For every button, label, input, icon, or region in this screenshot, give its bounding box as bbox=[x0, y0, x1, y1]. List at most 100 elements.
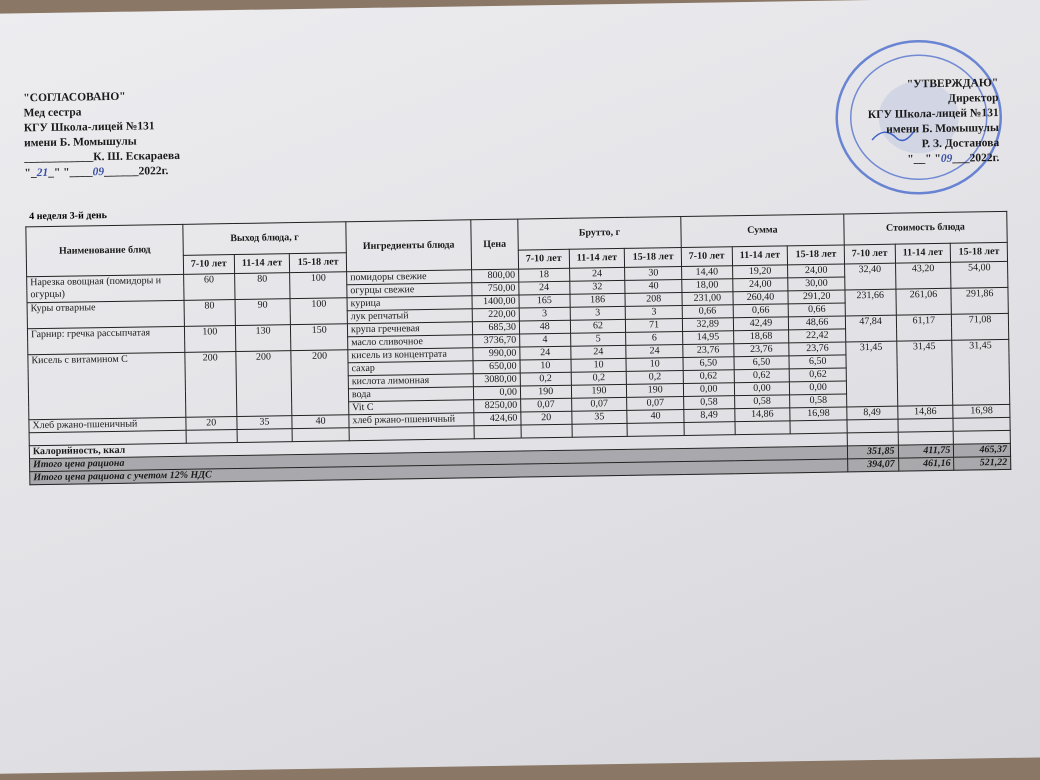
total-value: 394,07 bbox=[847, 458, 899, 472]
header-age: 7-10 лет bbox=[183, 254, 235, 275]
sum-value: 260,40 bbox=[732, 290, 789, 305]
agreed-signer: К. Ш. Ескараева bbox=[93, 149, 181, 164]
header-age: 15-18 лет bbox=[289, 252, 347, 273]
sum-value: 42,49 bbox=[732, 316, 789, 331]
header-sum: Сумма bbox=[680, 213, 845, 248]
sum-value: 0,58 bbox=[789, 393, 847, 408]
dish-output: 40 bbox=[292, 414, 350, 429]
approved-month: 09 bbox=[940, 152, 953, 165]
dish-output: 200 bbox=[235, 350, 293, 417]
dish-output: 90 bbox=[234, 298, 291, 326]
sum-value: 0,62 bbox=[683, 369, 734, 384]
dish-cost: 43,20 bbox=[895, 262, 952, 290]
dish-cost: 231,66 bbox=[844, 289, 896, 316]
dish-cost: 261,06 bbox=[895, 288, 952, 316]
brutto-value: 40 bbox=[625, 279, 682, 294]
dish-name: Кисель с витамином С bbox=[27, 352, 186, 420]
dish-cost: 31,45 bbox=[896, 340, 954, 407]
dish-cost: 61,17 bbox=[895, 314, 953, 342]
brutto-value: 40 bbox=[627, 409, 684, 424]
approval-block-right: "УТВЕРЖДАЮ" Директор КГУ Школа-лицей №13… bbox=[858, 76, 1000, 168]
brutto-value: 48 bbox=[519, 320, 571, 335]
week-day-label: 4 неделя 3-й день bbox=[29, 210, 108, 223]
total-value bbox=[953, 430, 1011, 445]
header-age: 15-18 лет bbox=[787, 244, 845, 265]
ingredient-price: 685,30 bbox=[472, 321, 520, 335]
dish-cost: 14,86 bbox=[897, 405, 954, 420]
approved-date: "__" "09___2022г. bbox=[907, 152, 1000, 166]
dish-output: 130 bbox=[235, 324, 292, 352]
header-age: 7-10 лет bbox=[681, 246, 733, 267]
header-price: Цена bbox=[470, 219, 519, 270]
ingredient-price: 0,00 bbox=[473, 386, 521, 400]
brutto-value: 208 bbox=[625, 292, 683, 307]
header-age: 11-14 лет bbox=[568, 248, 625, 269]
header-output: Выход блюда, г bbox=[182, 221, 347, 256]
menu-document: "СОГЛАСОВАНО" Мед сестра КГУ Школа-лицей… bbox=[23, 40, 1013, 485]
brutto-value: 0,2 bbox=[626, 370, 684, 385]
total-value: 351,85 bbox=[847, 445, 899, 459]
sum-value: 23,76 bbox=[682, 343, 734, 358]
sum-value: 14,86 bbox=[734, 407, 791, 422]
dish-output: 100 bbox=[290, 297, 348, 325]
sum-value: 19,20 bbox=[732, 264, 789, 279]
dish-output: 35 bbox=[236, 415, 293, 430]
brutto-value: 0,07 bbox=[627, 396, 684, 411]
ingredient-price: 8250,00 bbox=[473, 399, 521, 413]
sum-value: 0,62 bbox=[789, 367, 847, 382]
brutto-value: 24 bbox=[570, 345, 627, 360]
sum-value: 6,50 bbox=[733, 355, 790, 370]
total-value: 521,22 bbox=[953, 456, 1011, 471]
header-age: 7-10 лет bbox=[518, 249, 570, 270]
blank-cell bbox=[520, 424, 572, 439]
brutto-value: 3 bbox=[569, 306, 626, 321]
header-age: 11-14 лет bbox=[233, 253, 291, 274]
dish-output: 20 bbox=[185, 416, 237, 431]
sum-value: 0,58 bbox=[734, 394, 791, 409]
brutto-value: 62 bbox=[569, 319, 627, 334]
blank-cell bbox=[734, 420, 791, 435]
sum-value: 14,40 bbox=[681, 265, 733, 280]
brutto-value: 4 bbox=[519, 333, 571, 348]
brutto-value: 71 bbox=[625, 318, 683, 333]
menu-table: Наименование блюд Выход блюда, г Ингреди… bbox=[25, 211, 1011, 485]
brutto-value: 190 bbox=[570, 384, 628, 399]
agreed-year: 2022г. bbox=[138, 165, 169, 178]
ingredient-price: 800,00 bbox=[471, 269, 519, 283]
sum-value: 32,89 bbox=[682, 317, 734, 332]
dish-cost: 32,40 bbox=[844, 263, 896, 290]
blank-cell bbox=[790, 419, 848, 434]
brutto-value: 24 bbox=[569, 267, 626, 282]
brutto-value: 20 bbox=[520, 411, 572, 426]
blank-cell bbox=[897, 418, 954, 433]
ingredient-price: 424,60 bbox=[473, 412, 521, 426]
total-value: 461,16 bbox=[898, 457, 955, 472]
brutto-value: 186 bbox=[569, 293, 626, 308]
dish-output: 60 bbox=[183, 273, 235, 301]
brutto-value: 24 bbox=[519, 346, 571, 361]
sum-value: 24,00 bbox=[732, 277, 789, 292]
blank-cell bbox=[236, 428, 293, 443]
blank-cell bbox=[627, 422, 685, 437]
dish-cost: 291,86 bbox=[951, 287, 1009, 315]
dish-cost: 8,49 bbox=[846, 406, 898, 420]
ingredient-price: 3736,70 bbox=[472, 334, 520, 348]
blank-cell bbox=[953, 417, 1011, 432]
dish-cost: 54,00 bbox=[950, 261, 1008, 289]
dish-cost: 47,84 bbox=[845, 315, 897, 342]
dish-output: 150 bbox=[290, 323, 348, 351]
blank-cell bbox=[571, 423, 628, 438]
sum-value: 18,00 bbox=[681, 278, 733, 293]
sum-value: 23,76 bbox=[789, 341, 846, 356]
sum-value: 6,50 bbox=[682, 356, 734, 371]
official-stamp bbox=[835, 40, 1002, 195]
sum-value: 0,00 bbox=[683, 382, 735, 397]
header-age: 15-18 лет bbox=[624, 247, 682, 268]
sum-value: 30,00 bbox=[788, 276, 845, 291]
total-value: 411,75 bbox=[897, 444, 954, 459]
brutto-value: 0,07 bbox=[520, 398, 572, 413]
sum-value: 6,50 bbox=[789, 354, 847, 369]
dish-output: 80 bbox=[184, 299, 236, 327]
sum-value: 18,68 bbox=[733, 329, 790, 344]
